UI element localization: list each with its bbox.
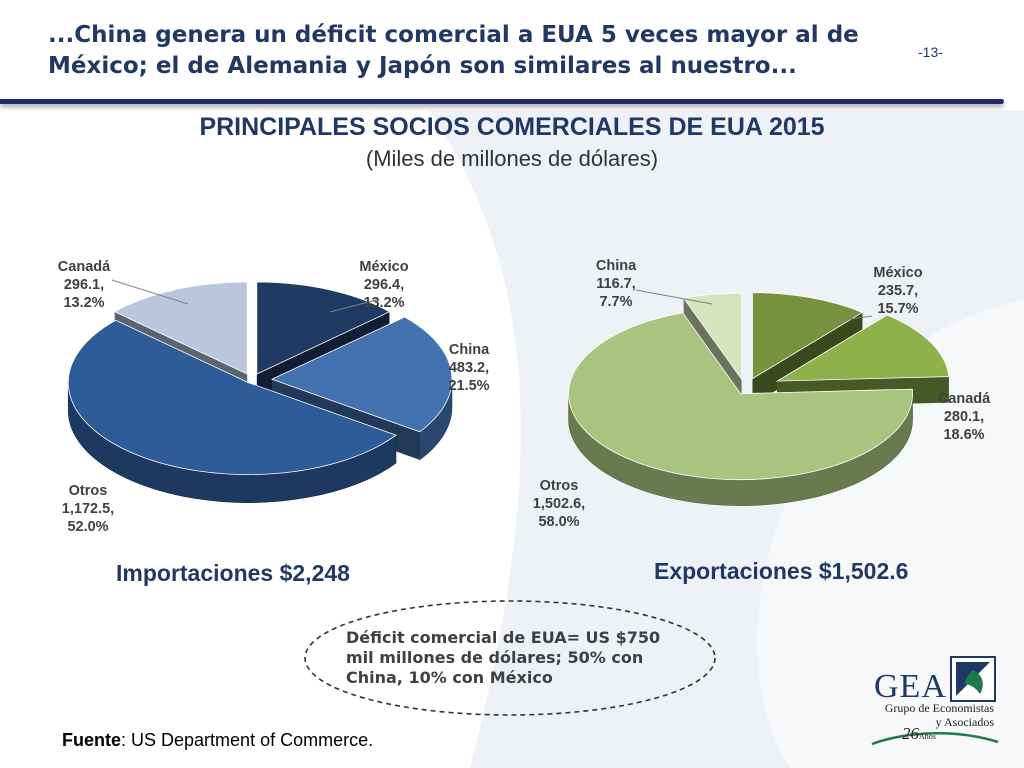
gea-logo-swoosh [871,732,999,746]
label-value: 1,172.5, [61,501,115,517]
source-note: Fuente: US Department of Commerce. [62,730,373,751]
label-value: 280.1, [943,409,985,425]
exports-slice-mexico [752,292,864,380]
gea-logo-wordmark: GEA [874,668,947,705]
imports-pie [67,281,453,503]
label-name: China [595,258,637,274]
deficit-note: Déficit comercial de EUA= US $750 mil mi… [346,628,686,688]
label-name: Canadá [937,391,991,407]
label-percent: 58.0% [538,514,580,530]
imports-slice-china [270,316,453,433]
page-number: -13- [918,44,943,60]
slide-headline: ...China genera un déficit comercial a E… [48,20,948,82]
leader-line-4 [829,315,873,323]
exports-slice-otros [568,312,913,481]
imports-label-mexico: México 296.4, 13.2% [346,258,422,312]
label-name: China [448,342,490,358]
label-percent: 21.5% [448,378,490,394]
label-value: 116.7, [596,276,636,292]
label-percent: 18.6% [943,427,985,443]
imports-slice-canada [113,281,248,375]
label-value: 235.7, [877,283,919,299]
deficit-line-3: China, 10% con México [346,668,553,687]
exports-pie [568,292,950,506]
gea-logo-sub-line-1: Grupo de Economistas [884,701,994,715]
label-name: Canadá [57,259,111,275]
gea-logo-years: 26Años [902,724,936,744]
exports-label-mexico: México 235.7, 15.7% [858,264,938,318]
leader-line-1 [111,279,189,305]
headline-line-1: ...China genera un déficit comercial a E… [48,22,859,48]
label-value: 483.2, [448,360,490,376]
title-divider [0,99,1004,104]
deficit-ellipse [304,600,716,716]
label-percent: 13.2% [363,295,405,311]
label-percent: 7.7% [599,294,633,310]
exports-label-china: China 116.7, 7.7% [578,257,654,311]
source-label: Fuente [62,730,122,750]
deficit-line-2: mil millones de dólares; 50% con [346,648,644,667]
label-percent: 15.7% [877,301,919,317]
gea-years-suffix: Años [919,732,936,741]
label-name: México [873,265,923,281]
gea-logo-sub-line-2: y Asociados [935,715,994,729]
leader-line-2 [329,299,377,313]
label-name: Otros [68,483,108,499]
label-value: 296.4, [363,277,405,293]
exports-slice-canada [775,314,950,382]
label-percent: 52.0% [67,519,109,535]
label-value: 1,502.6, [532,496,586,512]
gea-logo-subtitle: Grupo de Economistas y Asociados [880,701,994,729]
exports-slice-china [682,292,742,381]
exports-total: Exportaciones $1,502.6 [654,558,909,584]
label-leader-lines [111,279,873,323]
imports-total: Importaciones $2,248 [116,560,350,586]
exports-label-otros: Otros 1,502.6, 58.0% [516,477,602,531]
deficit-line-1: Déficit comercial de EUA= US $750 [346,628,661,647]
chart-title: PRINCIPALES SOCIOS COMERCIALES DE EUA 20… [199,113,825,141]
label-value: 296.1, [63,277,105,293]
imports-label-china: China 483.2, 21.5% [436,341,502,395]
gea-logo-icon [950,656,996,702]
imports-label-otros: Otros 1,172.5, 52.0% [40,482,136,536]
chart-subtitle: (Miles de millones de dólares) [365,146,659,171]
imports-slice-otros [67,319,397,475]
source-text: : US Department of Commerce. [121,730,374,750]
gea-years-number: 26 [902,724,919,743]
label-name: México [359,259,409,275]
label-name: Otros [539,478,579,494]
headline-line-2: México; el de Alemania y Japón son simil… [48,53,797,79]
exports-label-canada: Canadá 280.1, 18.6% [928,390,1000,444]
imports-label-canada: Canadá 296.1, 13.2% [46,258,122,312]
label-percent: 13.2% [63,295,105,311]
leader-line-3 [635,289,713,305]
